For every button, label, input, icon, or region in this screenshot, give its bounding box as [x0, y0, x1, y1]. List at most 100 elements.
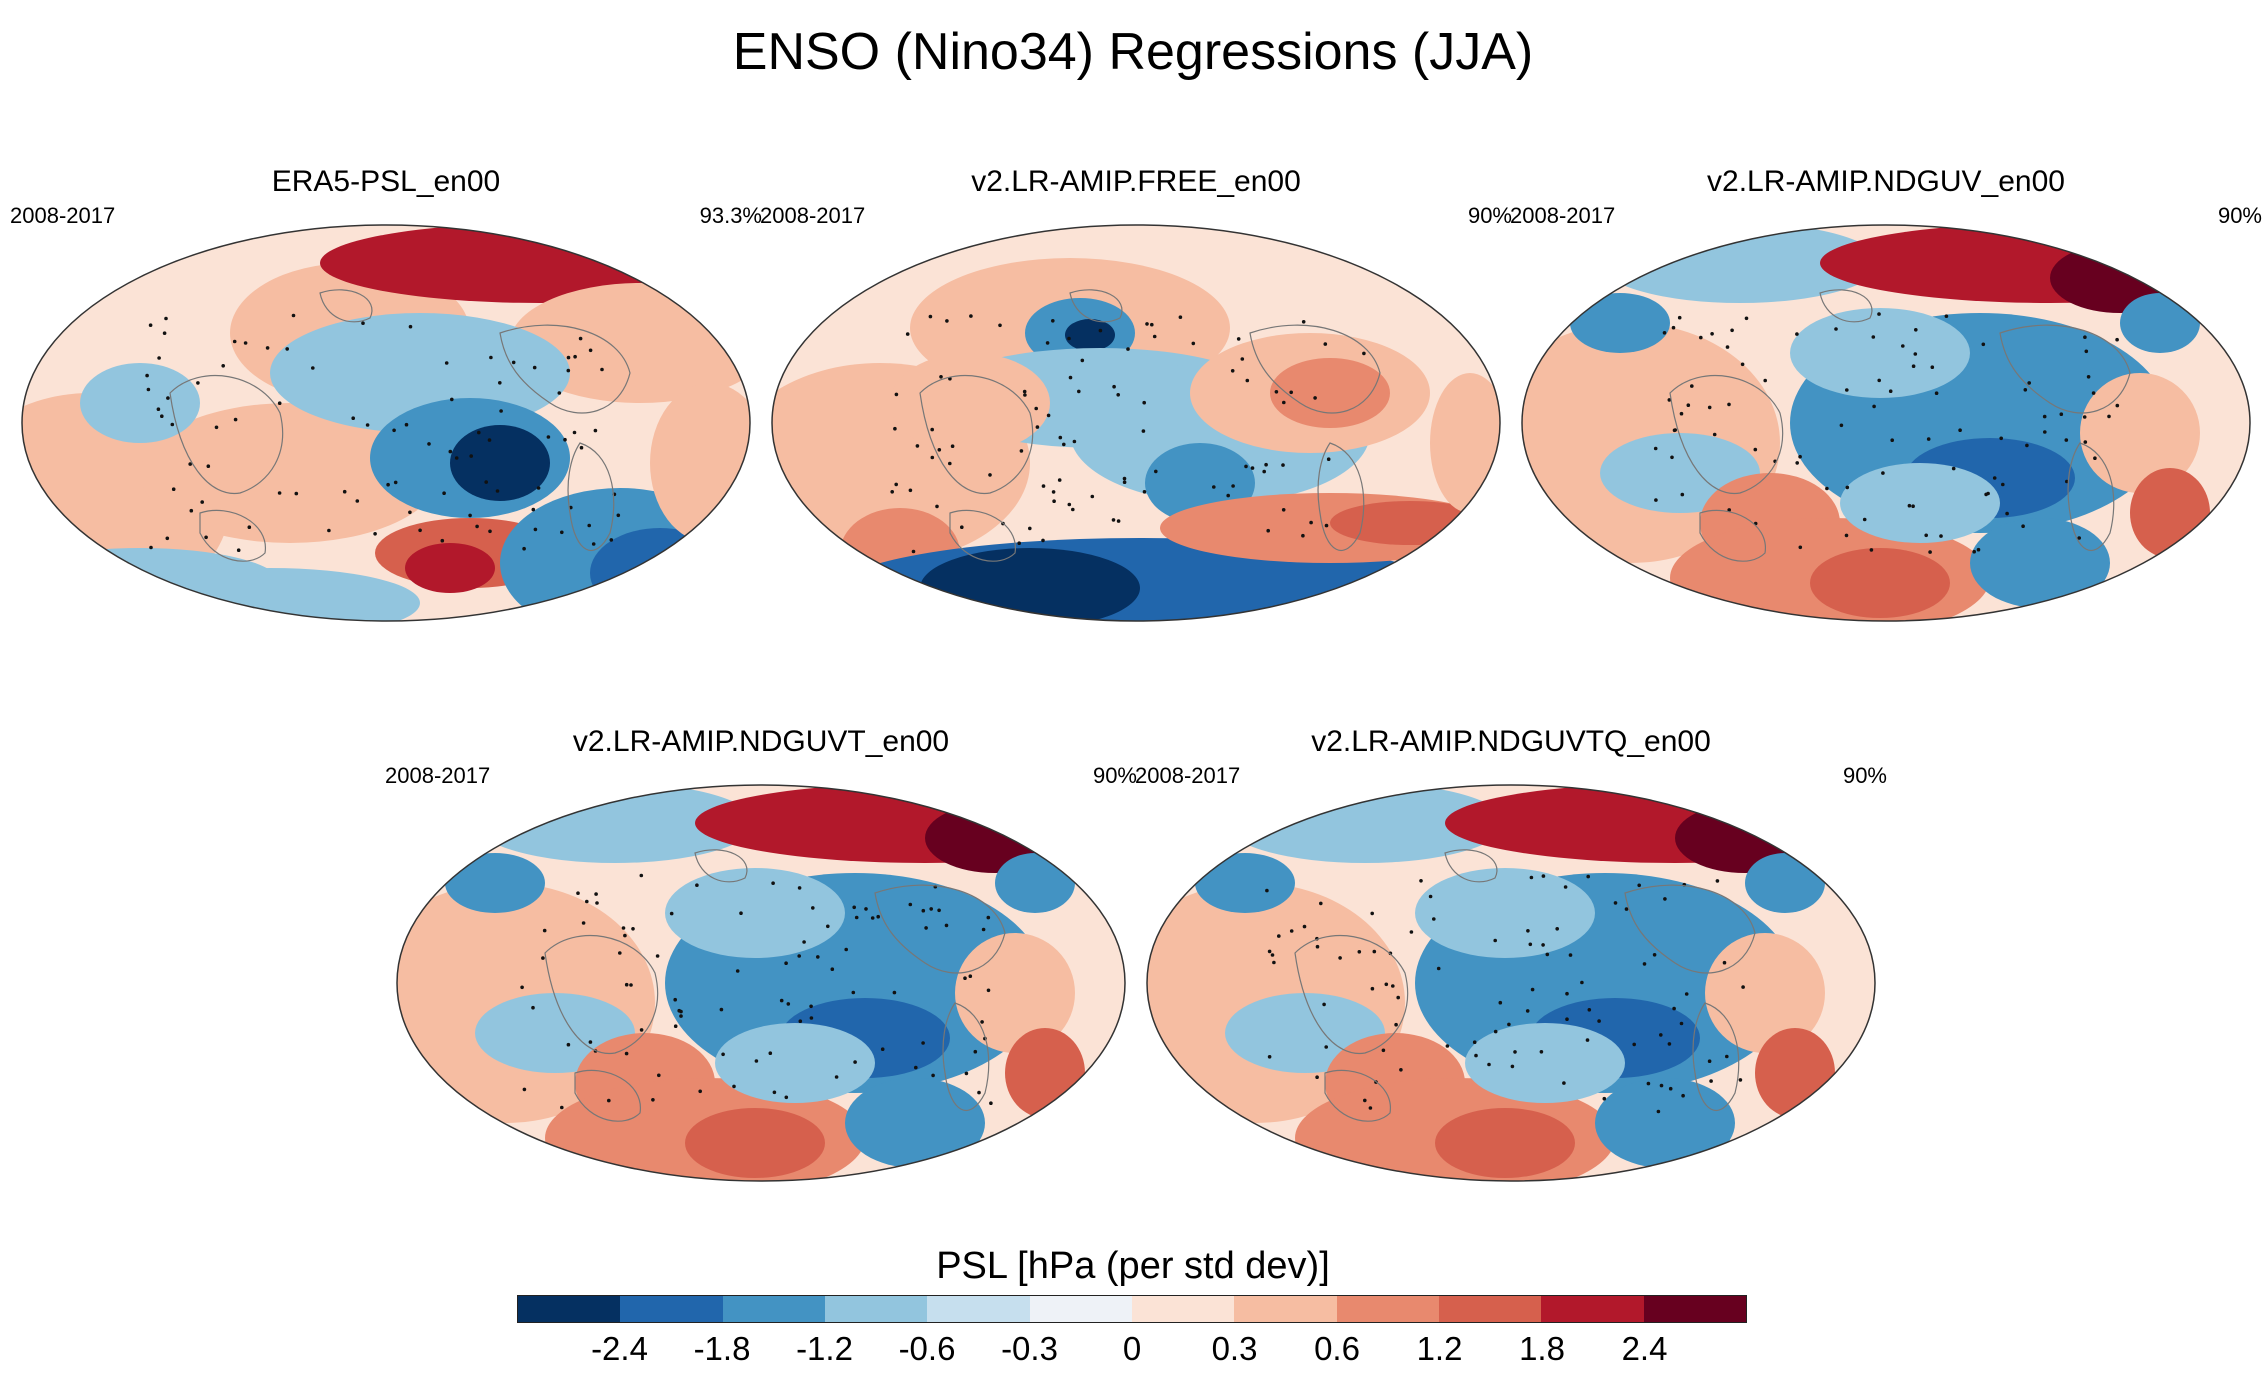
significance-dot: [166, 396, 170, 400]
coastline: [949, 509, 1016, 562]
significance-dot: [1585, 1038, 1590, 1042]
significance-dot: [1281, 463, 1285, 467]
significance-dot: [1928, 550, 1932, 554]
panel-title: v2.LR-AMIP.NDGUVT_en00: [572, 725, 950, 758]
significance-dot: [1370, 911, 1374, 916]
significance-dot: [754, 1059, 759, 1063]
significance-dot: [1798, 545, 1803, 550]
significance-dot: [1580, 980, 1584, 985]
significance-dot: [149, 545, 153, 550]
significance-dot: [243, 341, 248, 345]
significance-dot: [1080, 358, 1085, 363]
significance-dot: [1798, 454, 1802, 459]
significance-dot: [1152, 334, 1157, 339]
coastline: [1069, 289, 1123, 323]
significance-dot: [1624, 907, 1629, 911]
significance-dot: [1324, 1045, 1328, 1049]
significance-dot: [1839, 423, 1844, 428]
significance-dot: [695, 883, 699, 887]
significance-dot: [1394, 1022, 1398, 1027]
significance-dot: [342, 489, 347, 494]
significance-dot: [1262, 469, 1266, 474]
significance-dot: [531, 1005, 535, 1010]
significance-dot: [578, 336, 583, 341]
coastline: [567, 442, 615, 552]
significance-dot: [1725, 1054, 1729, 1059]
significance-dot: [894, 392, 899, 397]
significance-dot: [232, 339, 237, 344]
significance-dot: [950, 444, 955, 448]
significance-dot: [1670, 455, 1674, 460]
significance-dot: [1409, 930, 1414, 934]
significance-dot: [1563, 885, 1568, 889]
significance-dot: [1116, 519, 1121, 523]
significance-dot: [1315, 1075, 1319, 1079]
anomaly-region: [1705, 933, 1825, 1053]
significance-dot: [1126, 347, 1130, 351]
anomaly-region: [845, 1078, 985, 1168]
significance-dot: [1613, 901, 1618, 905]
significance-dot: [563, 437, 567, 442]
anomaly-region: [1790, 308, 1970, 398]
significance-dot: [894, 482, 898, 487]
significance-dot: [233, 417, 238, 422]
significance-dot: [851, 990, 856, 995]
significance-dot: [1686, 403, 1691, 407]
colorbar-tick-label: -0.3: [1001, 1330, 1058, 1367]
map-border: [21, 224, 751, 622]
panel-significance: 90%: [1092, 763, 1137, 788]
colorbar-tick-label: 2.4: [1621, 1330, 1668, 1367]
significance-dot: [1017, 541, 1021, 545]
significance-dot: [160, 414, 164, 418]
coastline: [1669, 374, 1784, 495]
significance-dot: [1230, 369, 1235, 373]
significance-dot: [1653, 446, 1658, 451]
significance-dot: [1472, 1040, 1477, 1044]
significance-dot: [1264, 462, 1268, 467]
significance-dot: [623, 933, 627, 938]
significance-dot: [854, 915, 859, 920]
significance-dot: [1323, 342, 1328, 346]
psl-regression-map: [771, 224, 1501, 622]
panel-significance: 90%: [2217, 203, 2262, 228]
anomaly-region: [80, 363, 200, 443]
map-field: [397, 785, 1125, 1181]
significance-dot: [719, 1007, 724, 1012]
anomaly-region: [1195, 853, 1295, 913]
anomaly-region: [1270, 358, 1390, 428]
significance-dot: [531, 507, 536, 512]
significance-dot: [880, 1047, 885, 1051]
panel-period: 2008-2017: [1135, 763, 1241, 788]
panel-title: v2.LR-AMIP.FREE_en00: [971, 165, 1301, 198]
significance-dot: [1662, 331, 1667, 335]
significance-dot: [557, 391, 562, 395]
significance-dot: [1667, 398, 1672, 402]
anomaly-region: [1005, 1028, 1085, 1118]
significance-dot: [1680, 492, 1685, 497]
significance-dot: [1890, 438, 1894, 442]
significance-dot: [2107, 414, 2111, 419]
significance-dot: [1679, 411, 1684, 416]
significance-dot: [587, 523, 591, 528]
significance-dot: [1150, 322, 1154, 327]
anomaly-region: [1595, 1078, 1735, 1168]
significance-dot: [1046, 413, 1051, 418]
significance-dot: [1513, 1050, 1517, 1054]
significance-dot: [1712, 432, 1717, 437]
significance-dot: [484, 480, 489, 484]
anomaly-region: [1570, 293, 1670, 353]
significance-dot: [929, 907, 933, 911]
coastline: [169, 374, 284, 495]
significance-dot: [1362, 351, 1366, 356]
significance-dot: [2021, 524, 2025, 528]
significance-dot: [1673, 428, 1677, 432]
colorbar-swatch: [1438, 1296, 1542, 1322]
significance-dot: [771, 881, 775, 885]
colorbar-tick-label: 1.8: [1519, 1330, 1565, 1367]
significance-dot: [499, 409, 503, 413]
significance-dot: [1274, 390, 1279, 394]
significance-dot: [939, 375, 943, 379]
coastline: [1444, 849, 1498, 883]
significance-dot: [677, 1008, 681, 1013]
significance-dot: [236, 548, 241, 552]
